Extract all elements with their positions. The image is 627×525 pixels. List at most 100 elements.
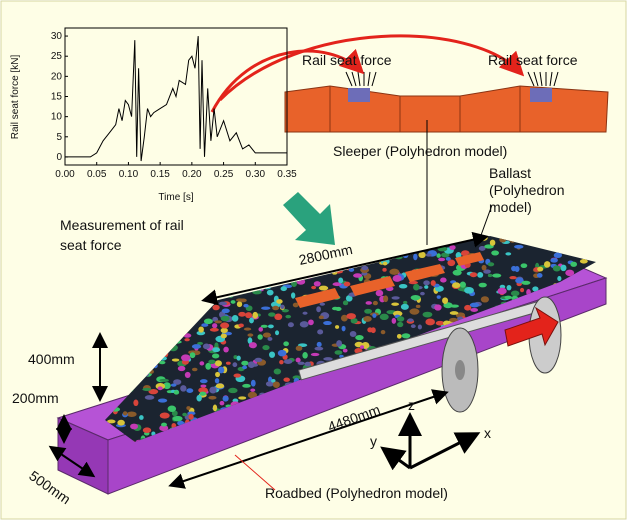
stone: [221, 333, 227, 338]
stone: [391, 296, 399, 299]
stone: [244, 328, 251, 331]
stone: [188, 414, 193, 420]
stone: [196, 395, 201, 402]
stone: [438, 258, 445, 261]
stone: [316, 306, 321, 312]
stone: [335, 325, 339, 329]
stone: [257, 334, 262, 340]
stone: [291, 292, 295, 298]
y-tick-label: 25: [51, 51, 63, 62]
stone: [509, 276, 516, 279]
stone: [190, 352, 196, 358]
stone: [346, 313, 356, 319]
stone: [159, 379, 169, 382]
label: z: [408, 397, 415, 413]
stone: [376, 290, 384, 296]
stone: [323, 321, 332, 325]
stone: [505, 252, 511, 255]
x-axis-label: Time [s]: [158, 192, 193, 203]
stone: [481, 296, 489, 302]
stone: [212, 323, 217, 328]
figure: Rail seat force Rail seat force Sleeper …: [0, 0, 627, 520]
stone: [360, 345, 364, 349]
stone: [514, 245, 523, 249]
label: 400mm: [28, 351, 75, 367]
stone: [389, 269, 399, 275]
stone: [372, 313, 376, 317]
stone: [226, 362, 231, 365]
stone: [488, 262, 495, 266]
x-tick-label: 0.25: [214, 169, 234, 180]
y-tick-label: 15: [51, 92, 63, 103]
stone: [470, 272, 477, 277]
stone: [392, 318, 397, 324]
stone: [250, 388, 255, 391]
stone: [320, 303, 325, 306]
stone: [336, 340, 342, 347]
stone: [402, 333, 411, 338]
stone: [537, 267, 543, 272]
stone: [181, 354, 190, 361]
stone: [470, 303, 479, 308]
stone: [238, 312, 246, 317]
stone: [204, 319, 213, 325]
stone: [521, 281, 530, 285]
stone: [460, 282, 466, 288]
stone: [420, 292, 425, 296]
stone: [255, 358, 263, 362]
stone: [511, 290, 519, 296]
stone: [353, 273, 362, 278]
stone: [314, 281, 321, 286]
stone: [252, 312, 258, 319]
x-tick-label: 0.05: [87, 169, 107, 180]
stone: [446, 257, 451, 261]
stone: [237, 356, 241, 361]
stone: [323, 357, 333, 360]
stone: [142, 388, 151, 391]
stone: [261, 306, 270, 309]
stone: [520, 288, 524, 292]
stone: [180, 385, 186, 391]
label: Rail seat force: [302, 52, 392, 68]
stone: [279, 360, 284, 364]
stone: [267, 290, 274, 296]
stone: [504, 296, 511, 300]
stone: [343, 300, 348, 305]
stone: [283, 341, 289, 346]
stone: [222, 308, 230, 313]
stone: [168, 406, 176, 412]
stone: [232, 362, 237, 367]
stone: [399, 284, 408, 289]
stone: [273, 381, 280, 388]
stone: [241, 361, 248, 366]
stone: [268, 312, 275, 316]
stone: [413, 284, 420, 291]
label: Sleeper (Polyhedron model): [333, 143, 507, 159]
stone: [497, 288, 506, 295]
y-tick-label: 20: [51, 71, 63, 82]
stone: [247, 333, 253, 336]
stone: [281, 286, 287, 291]
stone: [208, 360, 215, 364]
stone: [267, 337, 272, 341]
stone: [450, 311, 459, 315]
stone: [284, 359, 293, 364]
stone: [199, 361, 204, 365]
stone: [423, 280, 430, 285]
stone: [401, 304, 409, 310]
y-tick-label: 10: [51, 112, 63, 123]
stone: [416, 305, 421, 308]
label: Rail seat force: [488, 52, 578, 68]
stone: [261, 325, 268, 328]
stone: [158, 386, 163, 390]
stone: [213, 405, 217, 412]
stone: [411, 295, 421, 300]
stone: [212, 347, 220, 352]
stone: [436, 321, 445, 326]
stone: [200, 379, 208, 383]
x-tick-label: 0.35: [277, 169, 297, 180]
stone: [298, 362, 305, 365]
stone: [249, 342, 257, 348]
stone: [335, 350, 343, 354]
x-tick-label: 0.20: [182, 169, 202, 180]
